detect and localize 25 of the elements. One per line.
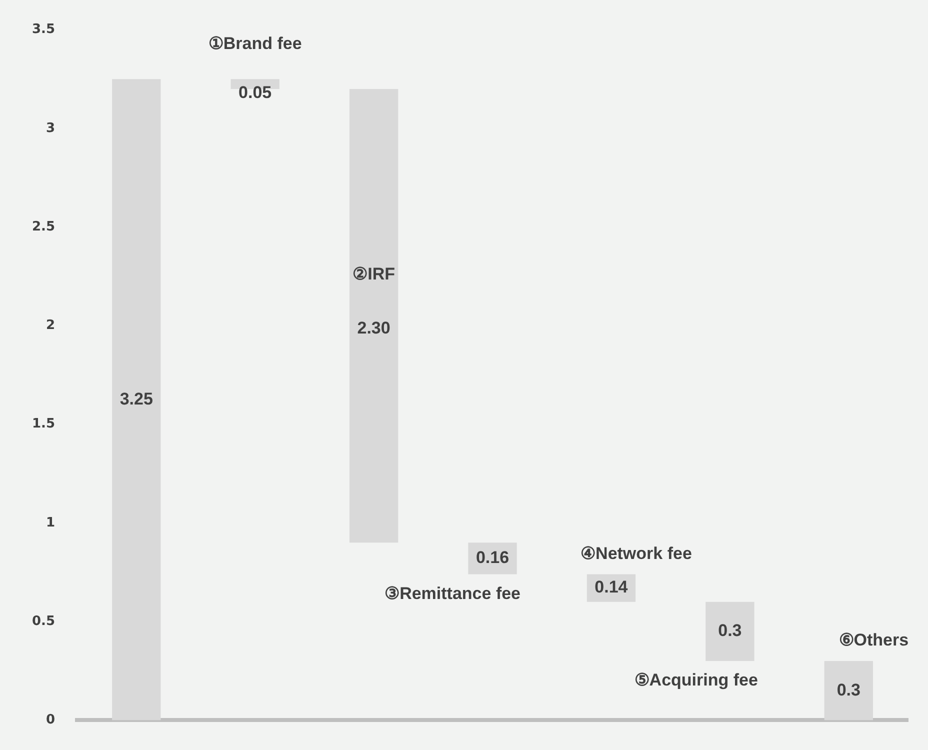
- x-tick-label: ②IRF: [352, 264, 395, 284]
- bar: [349, 88, 398, 543]
- y-tick-label: 2: [46, 318, 56, 334]
- x-tick-label: ④Network fee: [580, 544, 692, 563]
- data-label: 0.16: [476, 548, 510, 568]
- data-label: 0.3: [836, 680, 860, 700]
- x-tick-label: ⑤Acquiring fee: [634, 670, 758, 690]
- y-tick-label: 0: [46, 712, 56, 728]
- x-tick-label: ③Remittance fee: [384, 584, 521, 603]
- x-tick-label: ①Brand fee: [208, 34, 302, 53]
- y-tick-label: 2.5: [32, 219, 56, 234]
- x-tick-label: ⑥Others: [838, 630, 909, 650]
- data-label: 2.30: [357, 318, 390, 338]
- y-tick-label: 1: [46, 515, 56, 530]
- y-tick-label: 1.5: [32, 416, 56, 432]
- y-tick-label: 0.5: [32, 614, 56, 629]
- y-tick-label: 3.5: [32, 22, 56, 38]
- data-label: 0.3: [718, 621, 742, 640]
- data-label: 3.25: [120, 389, 153, 408]
- bar: [706, 602, 754, 662]
- data-label: 0.05: [238, 82, 272, 102]
- bar: [824, 661, 873, 720]
- bar: [112, 79, 161, 720]
- data-label: 0.14: [594, 578, 628, 597]
- y-tick-label: 3: [46, 120, 56, 136]
